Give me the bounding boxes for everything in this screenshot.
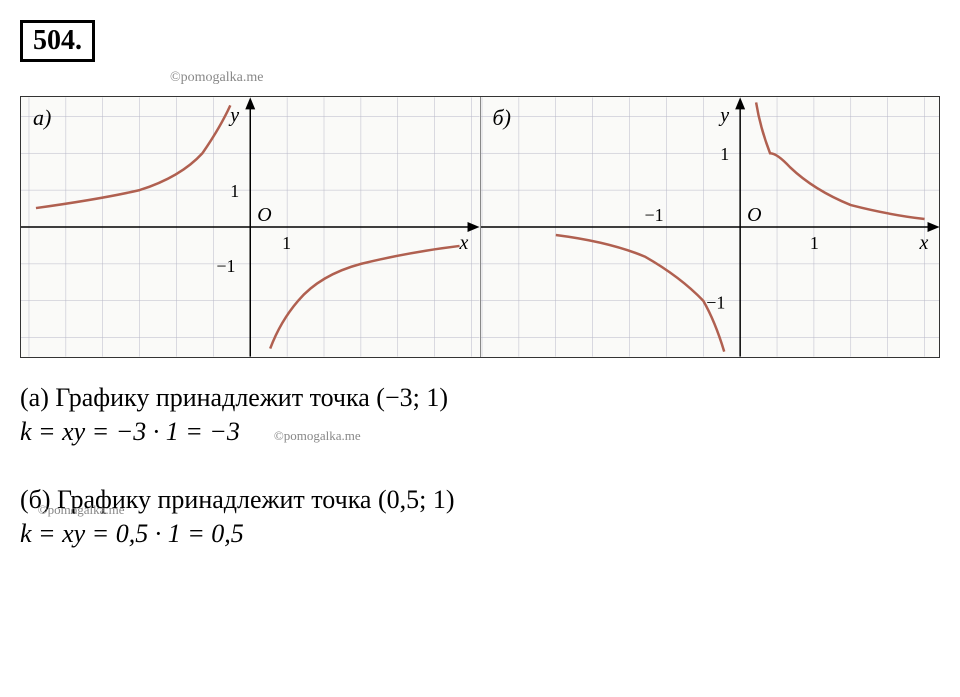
watermark-top: ©pomogalka.me: [170, 70, 940, 86]
chart-panel-a: а): [21, 97, 480, 357]
tick-y1-a: 1: [230, 181, 239, 201]
solution-a-text: (а) Графику принадлежит точка (−3; 1): [20, 378, 940, 417]
tick-x1-b: 1: [809, 233, 818, 253]
chart-a-svg: y x O 1 −1 1: [21, 97, 480, 357]
curve-b-right: [756, 102, 924, 219]
chart-b-svg: y x O 1 −1 1 −1: [481, 97, 940, 357]
panel-b-label: б): [493, 105, 511, 131]
origin-label-b: O: [747, 204, 761, 226]
tick-x1-a: 1: [282, 233, 291, 253]
x-axis-arrow-a: [468, 222, 480, 232]
tick-xn1-b: −1: [644, 205, 663, 225]
curve-a-left: [36, 105, 230, 208]
tick-y1-b: 1: [720, 144, 729, 164]
tick-yn1-a: −1: [216, 256, 235, 276]
y-label-a: y: [228, 104, 239, 126]
problem-number: 504.: [20, 20, 95, 62]
tick-yn1-b: −1: [706, 293, 725, 313]
solution-a-equation: k = xy = −3 · 1 = −3: [20, 417, 240, 446]
panel-a-label: а): [33, 105, 51, 131]
y-axis-arrow-a: [245, 97, 255, 109]
chart-panel-b: б): [480, 97, 940, 357]
x-label-b: x: [918, 232, 928, 254]
curve-a-right: [270, 246, 459, 349]
solution-b-equation: k = xy = 0,5 · 1 = 0,5: [20, 519, 244, 548]
y-axis-arrow-b: [735, 97, 745, 109]
charts-container: а): [20, 96, 940, 358]
x-axis-arrow-b: [927, 222, 939, 232]
solution-b-text: (б) Графику принадлежит точка (0,5; 1): [20, 480, 940, 519]
curve-b-left: [555, 235, 723, 352]
x-label-a: x: [459, 232, 469, 254]
y-label-b: y: [718, 104, 729, 126]
watermark-bottom: ©pomogalka.me: [38, 502, 125, 517]
origin-label-a: O: [257, 204, 271, 226]
watermark-mid: ©pomogalka.me: [274, 428, 361, 443]
